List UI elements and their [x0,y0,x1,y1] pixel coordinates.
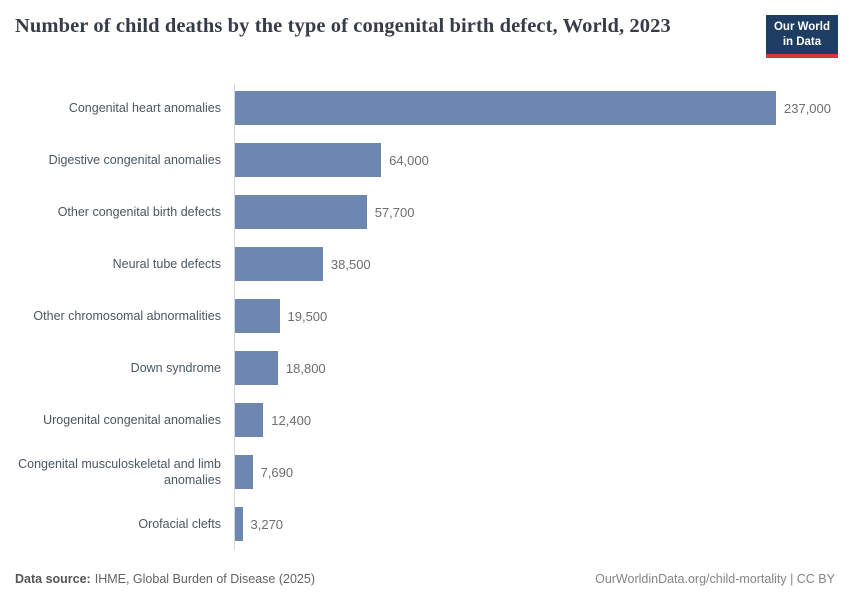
bar[interactable] [235,91,776,125]
value-label: 64,000 [389,152,429,168]
bar-row: Down syndrome 18,800 [0,342,850,394]
bar[interactable] [235,507,243,541]
bar[interactable] [235,195,367,229]
bar-track: 237,000 [229,91,850,125]
bar-row: Digestive congenital anomalies 64,000 [0,134,850,186]
bar[interactable] [235,143,382,177]
chart-header: Number of child deaths by the type of co… [15,13,838,58]
chart-title: Number of child deaths by the type of co… [15,15,671,37]
bar[interactable] [235,299,280,333]
bar-track: 38,500 [229,247,850,281]
category-label: Congenital heart anomalies [68,100,221,115]
bar[interactable] [235,455,253,489]
value-label: 57,700 [374,204,415,220]
bar-track: 57,700 [229,195,850,229]
value-label: 18,800 [285,360,326,376]
bar-chart: Congenital heart anomalies 237,000 Digesti… [0,82,850,550]
data-source-note: Data source: IHME, Global Burden of Disea… [15,572,315,586]
data-source-label: Data source: [15,572,91,586]
value-label: 19,500 [287,308,328,324]
license-link[interactable]: OurWorldinData.org/child-mortality | CC … [595,572,835,586]
bar-row: Neural tube defects 38,500 [0,238,850,290]
category-label: Neural tube defects [112,256,221,271]
bar-row: Other chromosomal abnormalities 19,500 [0,290,850,342]
y-axis-line [234,84,235,550]
bar-row: Congenital heart anomalies 237,000 [0,82,850,134]
category-label: Urogenital congenital anomalies [43,412,221,427]
owid-logo[interactable]: Our World in Data [765,15,838,58]
category-label: Orofacial clefts [138,516,221,531]
owid-logo-line1: Our World [773,21,830,33]
bar-track: 7,690 [229,455,850,489]
bar-track: 12,400 [229,403,850,437]
chart-footer: Data source: IHME, Global Burden of Disea… [15,572,835,586]
bar-row: Congenital musculoskeletal and limb anom… [0,446,850,498]
category-label: Digestive congenital anomalies [48,152,221,167]
bar[interactable] [235,247,323,281]
bar-track: 3,270 [229,507,850,541]
value-label: 237,000 [784,100,831,116]
value-label: 3,270 [250,516,284,532]
bar-row: Other congenital birth defects 57,700 [0,186,850,238]
bar-rows-container: Congenital heart anomalies 237,000 Digesti… [0,82,850,550]
category-label: Down syndrome [130,360,221,375]
value-label: 38,500 [330,256,371,272]
value-label: 7,690 [260,464,294,480]
bar-track: 18,800 [229,351,850,385]
bar-row: Orofacial clefts 3,270 [0,498,850,550]
bar-track: 19,500 [229,299,850,333]
owid-logo-line2: in Data [782,35,822,48]
category-label: Other chromosomal abnormalities [33,308,221,323]
category-label: Other congenital birth defects [57,204,221,219]
bar-track: 64,000 [229,143,850,177]
value-label: 12,400 [271,412,312,428]
bar[interactable] [235,403,264,437]
bar-row: Urogenital congenital anomalies 12,400 [0,394,850,446]
bar[interactable] [235,351,278,385]
category-label: Congenital musculoskeletal and limb anom… [18,456,221,487]
data-source-text: IHME, Global Burden of Disease (2025) [94,572,315,586]
